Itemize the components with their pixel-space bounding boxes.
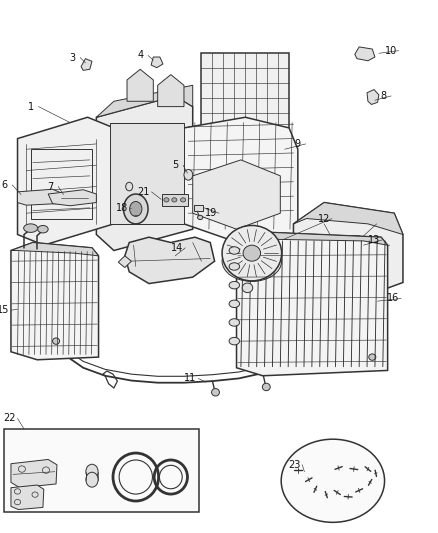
- Ellipse shape: [229, 281, 240, 289]
- Text: 10: 10: [385, 46, 397, 55]
- Ellipse shape: [229, 300, 240, 308]
- Bar: [194, 205, 203, 211]
- Text: 9: 9: [295, 139, 301, 149]
- Ellipse shape: [172, 198, 177, 202]
- Text: 19: 19: [205, 208, 217, 218]
- Ellipse shape: [124, 194, 148, 224]
- Bar: [110, 123, 184, 224]
- Ellipse shape: [242, 283, 253, 293]
- Polygon shape: [293, 203, 403, 298]
- Polygon shape: [96, 85, 193, 117]
- Text: 4: 4: [137, 51, 143, 60]
- Ellipse shape: [198, 215, 203, 220]
- Text: 1: 1: [28, 102, 34, 111]
- Ellipse shape: [86, 472, 98, 487]
- Bar: [162, 194, 188, 206]
- Text: 23: 23: [288, 460, 300, 470]
- Text: 16: 16: [387, 294, 399, 303]
- Text: 11: 11: [184, 374, 197, 383]
- Ellipse shape: [229, 263, 240, 270]
- Polygon shape: [127, 69, 153, 101]
- Polygon shape: [18, 189, 61, 205]
- Ellipse shape: [86, 464, 98, 479]
- Ellipse shape: [184, 169, 193, 180]
- Ellipse shape: [126, 182, 133, 191]
- Ellipse shape: [281, 439, 385, 522]
- Text: 5: 5: [172, 160, 178, 170]
- Ellipse shape: [53, 338, 60, 344]
- Polygon shape: [81, 59, 92, 70]
- Polygon shape: [11, 243, 99, 360]
- Polygon shape: [11, 485, 44, 510]
- Ellipse shape: [24, 224, 38, 232]
- Text: 8: 8: [380, 91, 386, 101]
- Text: 13: 13: [368, 235, 381, 245]
- Polygon shape: [11, 243, 99, 256]
- Text: 22: 22: [4, 414, 16, 423]
- Polygon shape: [118, 256, 131, 268]
- Ellipse shape: [229, 247, 240, 254]
- Bar: [201, 53, 289, 128]
- Text: 18: 18: [116, 203, 128, 213]
- Bar: [4, 429, 199, 512]
- Text: 15: 15: [0, 305, 10, 315]
- Text: 14: 14: [171, 243, 184, 253]
- Polygon shape: [184, 117, 298, 245]
- Polygon shape: [158, 75, 184, 107]
- Polygon shape: [355, 47, 375, 61]
- Ellipse shape: [243, 245, 261, 261]
- Ellipse shape: [180, 198, 186, 202]
- Polygon shape: [125, 237, 215, 284]
- Polygon shape: [293, 203, 403, 235]
- Bar: [31, 149, 92, 219]
- Text: 3: 3: [69, 53, 75, 62]
- Text: 12: 12: [318, 214, 330, 223]
- Text: 21: 21: [138, 187, 150, 197]
- Ellipse shape: [222, 241, 282, 281]
- Polygon shape: [237, 232, 388, 376]
- Polygon shape: [193, 160, 280, 229]
- Polygon shape: [18, 117, 114, 245]
- Ellipse shape: [212, 389, 219, 396]
- Polygon shape: [11, 459, 57, 488]
- Polygon shape: [151, 57, 163, 68]
- Ellipse shape: [229, 319, 240, 326]
- Text: 7: 7: [47, 182, 53, 191]
- Polygon shape: [96, 96, 193, 251]
- Ellipse shape: [38, 225, 48, 233]
- Text: 6: 6: [1, 180, 7, 190]
- Ellipse shape: [262, 383, 270, 391]
- Ellipse shape: [222, 225, 282, 281]
- Polygon shape: [367, 90, 379, 104]
- Ellipse shape: [130, 201, 142, 216]
- Ellipse shape: [229, 337, 240, 345]
- Ellipse shape: [164, 198, 169, 202]
- Polygon shape: [48, 190, 96, 206]
- Polygon shape: [237, 232, 388, 245]
- Ellipse shape: [369, 354, 376, 360]
